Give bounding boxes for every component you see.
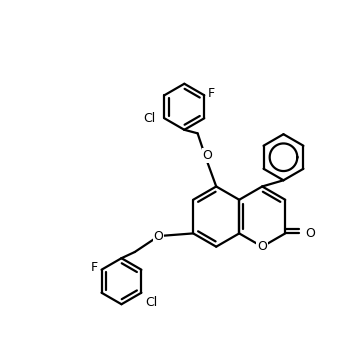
Text: F: F (91, 261, 98, 275)
Text: Cl: Cl (143, 112, 155, 125)
Text: O: O (257, 240, 267, 253)
Text: F: F (208, 87, 215, 100)
Text: Cl: Cl (145, 296, 157, 309)
Text: O: O (154, 230, 164, 242)
Text: O: O (305, 227, 315, 240)
Text: O: O (202, 149, 212, 162)
